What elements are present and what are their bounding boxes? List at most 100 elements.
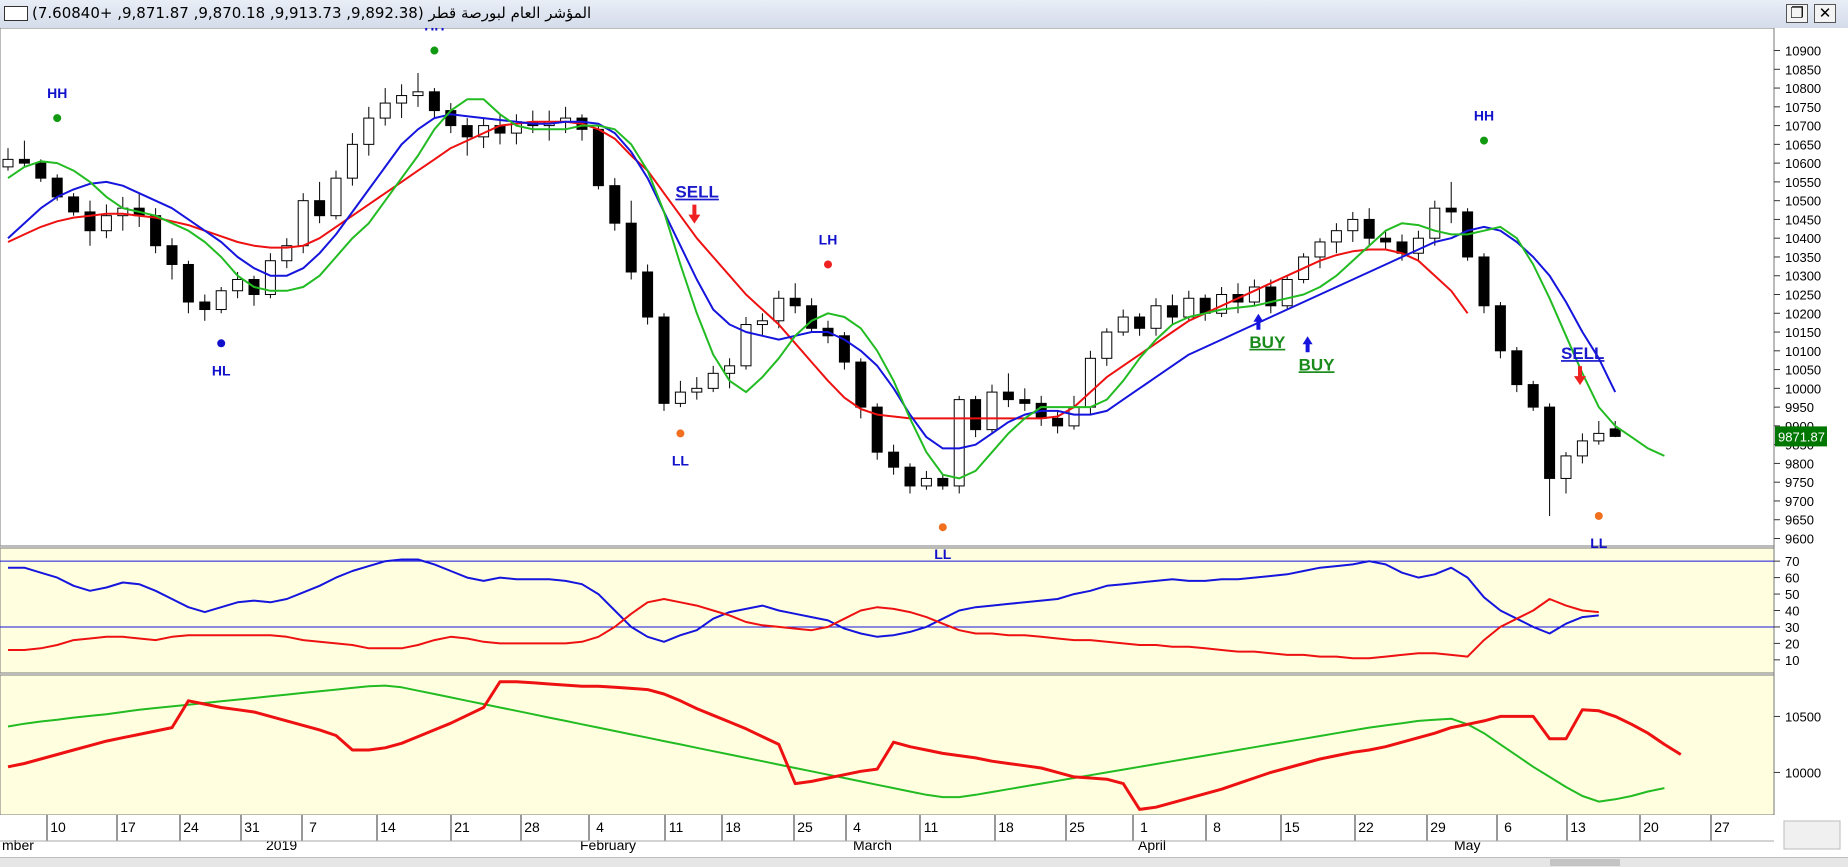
candle-down (182, 263, 194, 303)
price-axis-tick-label: 10000 (1785, 381, 1821, 396)
candle-down (937, 477, 949, 487)
sell-signal-label: SELL (675, 183, 718, 202)
candle-down (1002, 391, 1014, 401)
candle-up (264, 260, 276, 296)
horizontal-scrollbar[interactable] (0, 857, 1848, 867)
candle-down (51, 177, 63, 198)
candle-up (920, 477, 932, 487)
price-axis-tick-label: 9650 (1785, 513, 1814, 528)
x-axis-area (0, 815, 1774, 857)
price-axis-tick-label: 10600 (1785, 156, 1821, 171)
candle-down (166, 245, 178, 265)
price-axis-tick-label: 9750 (1785, 475, 1814, 490)
price-axis-tick-label: 10800 (1785, 81, 1821, 96)
candle-down (1544, 406, 1556, 479)
swing-point-dot (676, 429, 685, 438)
price-axis-tick-label: 10150 (1785, 325, 1821, 340)
x-axis-day-label: 24 (183, 819, 199, 835)
candle-up (1314, 241, 1326, 258)
price-panel (0, 28, 1775, 547)
candle-up (1429, 207, 1441, 239)
swing-point-dot (938, 523, 947, 532)
candle-down (461, 125, 473, 138)
price-axis-tick-label: 10500 (1785, 194, 1821, 209)
candle-up (297, 200, 309, 247)
x-axis-day-label: 6 (1504, 819, 1512, 835)
candle-up (1593, 432, 1605, 442)
price-axis-tick-label: 10650 (1785, 137, 1821, 152)
price-axis-tick-label: 10200 (1785, 306, 1821, 321)
x-axis-month-label: mber (2, 837, 34, 853)
oscillator-axis-tick-label: 60 (1785, 571, 1799, 586)
candle-up (1183, 297, 1195, 318)
candle-down (84, 211, 96, 232)
moving-average-mid-line (7, 113, 1617, 450)
x-axis-day-label: 8 (1213, 819, 1221, 835)
candle-down (1363, 218, 1375, 239)
price-axis-tick-label: 10750 (1785, 100, 1821, 115)
x-axis-day-label: 7 (309, 819, 317, 835)
x-axis-day-label: 25 (1069, 819, 1085, 835)
window-menu-icon[interactable] (4, 6, 28, 21)
window-title-bar: المؤشر العام لبورصة قطر (9,892.38, 9,913… (0, 0, 1848, 29)
x-axis-day-label: 11 (669, 819, 684, 835)
candle-down (199, 301, 211, 311)
last-price-label: 9871.87 (1778, 429, 1825, 444)
candle-up (379, 102, 391, 119)
swing-label: HL (212, 362, 231, 378)
restore-button[interactable]: ❐ (1786, 4, 1808, 23)
volume-axis-tick-label: 10500 (1785, 709, 1821, 724)
candle-down (592, 128, 604, 187)
x-axis-day-label: 20 (1643, 819, 1659, 835)
x-axis-day-label: 29 (1430, 819, 1446, 835)
candle-down (445, 110, 457, 127)
candle-up (346, 143, 358, 179)
candle-down (68, 196, 80, 213)
candle-up (1576, 440, 1588, 457)
buy-signal-label: BUY (1299, 355, 1336, 374)
x-axis-month-label: 2019 (266, 837, 297, 853)
price-axis-tick-label: 10700 (1785, 119, 1821, 134)
candle-up (986, 391, 998, 431)
swing-label: HH (1474, 108, 1494, 124)
x-axis-day-label: 22 (1358, 819, 1374, 835)
oscillator-axis-tick-label: 70 (1785, 554, 1799, 569)
moving-average-fast-line (7, 98, 1665, 480)
x-axis-day-label: 14 (380, 819, 396, 835)
lower-panel-line-red (7, 680, 1682, 811)
swing-point-dot (217, 339, 226, 348)
chart-canvas[interactable]: 1090010850108001075010700106501060010550… (0, 28, 1848, 857)
candle-up (1347, 218, 1359, 232)
x-axis-day-label: 11 (924, 819, 939, 835)
x-axis-day-label: 18 (725, 819, 741, 835)
x-axis-day-label: 1 (1140, 819, 1148, 835)
price-axis-tick-label: 10100 (1785, 344, 1821, 359)
x-axis-day-label: 28 (524, 819, 540, 835)
oscillator-axis-tick-label: 20 (1785, 636, 1799, 651)
candle-up (330, 177, 342, 217)
price-axis-tick-label: 10050 (1785, 363, 1821, 378)
candle-down (150, 215, 162, 247)
price-axis-tick-label: 9950 (1785, 400, 1814, 415)
price-axis-tick-label: 10450 (1785, 212, 1821, 227)
candle-down (1445, 207, 1457, 213)
price-axis-tick-label: 9700 (1785, 494, 1814, 509)
price-axis-tick-label: 10900 (1785, 44, 1821, 59)
candle-up (2, 158, 14, 168)
candle-down (1265, 286, 1277, 307)
swing-point-dot (824, 260, 832, 269)
buy-arrow-icon (1253, 313, 1264, 330)
candle-down (1134, 316, 1146, 329)
candle-down (1019, 399, 1031, 404)
close-button[interactable]: ✕ (1814, 4, 1836, 23)
x-axis-day-label: 13 (1570, 819, 1586, 835)
candle-up (232, 278, 244, 292)
oscillator-panel (0, 547, 1775, 674)
candle-up (100, 215, 112, 232)
scrollbar-thumb[interactable] (1550, 859, 1620, 866)
candle-up (1560, 455, 1572, 479)
x-axis-month-label: April (1138, 837, 1166, 853)
price-axis-tick-label: 10250 (1785, 288, 1821, 303)
candle-up (1101, 331, 1113, 359)
candle-down (855, 361, 867, 408)
